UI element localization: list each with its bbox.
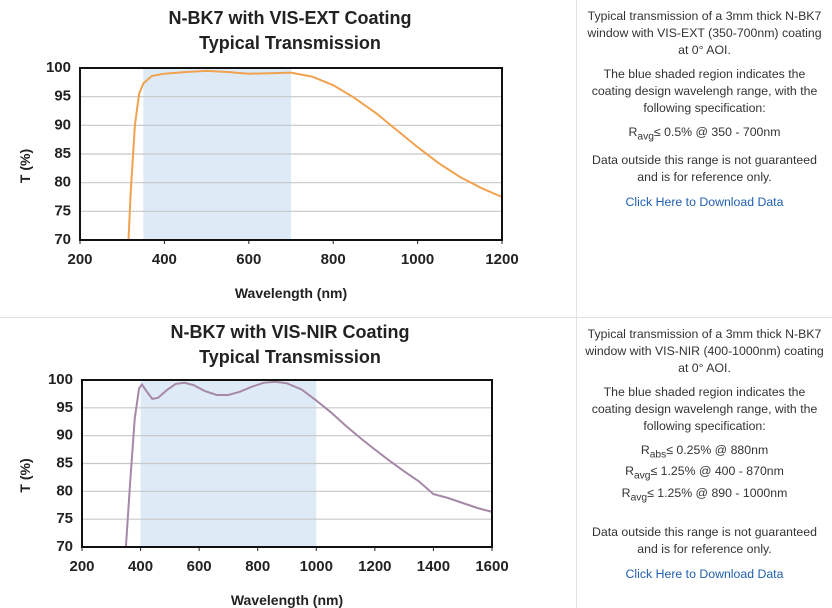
spec-text: ≤ 0.25% @ 880nm <box>666 443 769 457</box>
x-axis-label: Wavelength (nm) <box>235 285 347 301</box>
y-tick-label: 90 <box>56 427 73 444</box>
y-tick-label: 90 <box>54 116 71 133</box>
x-tick-label: 1600 <box>475 558 508 575</box>
chart-panel: N-BK7 with VIS-NIR Coating Typical Transm… <box>0 318 577 608</box>
transmission-line <box>127 69 503 241</box>
plot-frame <box>79 67 503 241</box>
spec-subscript: avg <box>630 492 648 504</box>
spec-subscript: avg <box>633 470 651 482</box>
transmission-line <box>124 380 493 548</box>
y-tick-label: 85 <box>56 454 73 471</box>
chart-panel: N-BK7 with VIS-EXT Coating Typical Transm… <box>0 0 577 317</box>
info-panel: Typical transmission of a 3mm thick N-BK… <box>577 318 832 608</box>
chart: N-BK7 with VIS-EXT Coating Typical Transm… <box>17 8 519 301</box>
y-axis-label: T (%) <box>17 149 33 183</box>
y-tick-label: 80 <box>54 174 71 191</box>
spec-symbol: R <box>640 443 650 457</box>
y-tick-label: 70 <box>56 538 73 555</box>
disclaimer: Data outside this range is not guarantee… <box>592 525 817 557</box>
spec-symbol: R <box>628 125 638 139</box>
description: Typical transmission of a 3mm thick N-BK… <box>587 9 822 57</box>
spec: Ravg≤ 1.25% @ 400 - 870nm <box>583 463 826 484</box>
x-tick-label: 200 <box>69 558 94 575</box>
x-tick-label: 800 <box>245 558 270 575</box>
chart-subtitle: Typical Transmission <box>199 347 381 367</box>
spacer <box>583 145 826 152</box>
x-tick-label: 1000 <box>300 558 333 575</box>
spec-symbol: R <box>621 485 631 500</box>
y-tick-label: 70 <box>54 231 71 248</box>
row: N-BK7 with VIS-EXT Coating Typical Transm… <box>0 0 832 318</box>
x-tick-label: 600 <box>187 558 212 575</box>
x-tick-label: 600 <box>236 251 261 268</box>
chart-title: N-BK7 with VIS-NIR Coating <box>171 322 410 342</box>
x-tick-label: 400 <box>152 251 177 268</box>
note: The blue shaded region indicates the coa… <box>591 385 818 433</box>
row: N-BK7 with VIS-NIR Coating Typical Transm… <box>0 318 832 608</box>
x-tick-label: 1000 <box>401 251 434 268</box>
download-link[interactable]: Click Here to Download Data <box>625 195 784 210</box>
y-tick-label: 85 <box>54 145 71 162</box>
y-tick-label: 80 <box>56 482 73 499</box>
info-panel: Typical transmission of a 3mm thick N-BK… <box>577 0 832 317</box>
y-tick-label: 95 <box>54 88 71 105</box>
spec: Ravg≤ 1.25% @ 890 - 1000nm <box>583 485 826 506</box>
spec-subscript: abs <box>649 449 667 461</box>
x-axis-label: Wavelength (nm) <box>231 592 343 608</box>
y-axis-label: T (%) <box>17 458 33 492</box>
y-tick-label: 100 <box>46 59 71 76</box>
x-tick-label: 1200 <box>358 558 391 575</box>
spec: Rabs≤ 0.25% @ 880nm <box>583 442 826 463</box>
y-tick-label: 100 <box>48 371 73 388</box>
x-tick-label: 800 <box>321 251 346 268</box>
description: Typical transmission of a 3mm thick N-BK… <box>585 327 824 375</box>
plot-frame <box>81 379 493 548</box>
spacer <box>583 506 826 524</box>
y-tick-label: 75 <box>56 510 73 527</box>
disclaimer: Data outside this range is not guarantee… <box>592 153 817 185</box>
x-tick-label: 1200 <box>485 251 518 268</box>
x-tick-label: 1400 <box>417 558 450 575</box>
note: The blue shaded region indicates the coa… <box>591 67 818 115</box>
chart-title: N-BK7 with VIS-EXT Coating <box>169 8 412 28</box>
spec-symbol: R <box>625 464 634 479</box>
chart: N-BK7 with VIS-NIR Coating Typical Transm… <box>17 322 509 608</box>
y-tick-label: 95 <box>56 399 73 416</box>
spec-text: ≤ 1.25% @ 890 - 1000nm <box>647 485 788 500</box>
spec: Ravg≤ 0.5% @ 350 - 700nm <box>583 124 826 145</box>
spec-text: ≤ 0.5% @ 350 - 700nm <box>653 125 781 139</box>
x-tick-label: 400 <box>128 558 153 575</box>
spec-text: ≤ 1.25% @ 400 - 870nm <box>650 464 784 479</box>
spec-subscript: avg <box>637 131 654 143</box>
x-tick-label: 200 <box>67 251 92 268</box>
download-link[interactable]: Click Here to Download Data <box>625 567 784 582</box>
y-tick-label: 75 <box>54 202 71 219</box>
chart-subtitle: Typical Transmission <box>199 33 381 53</box>
